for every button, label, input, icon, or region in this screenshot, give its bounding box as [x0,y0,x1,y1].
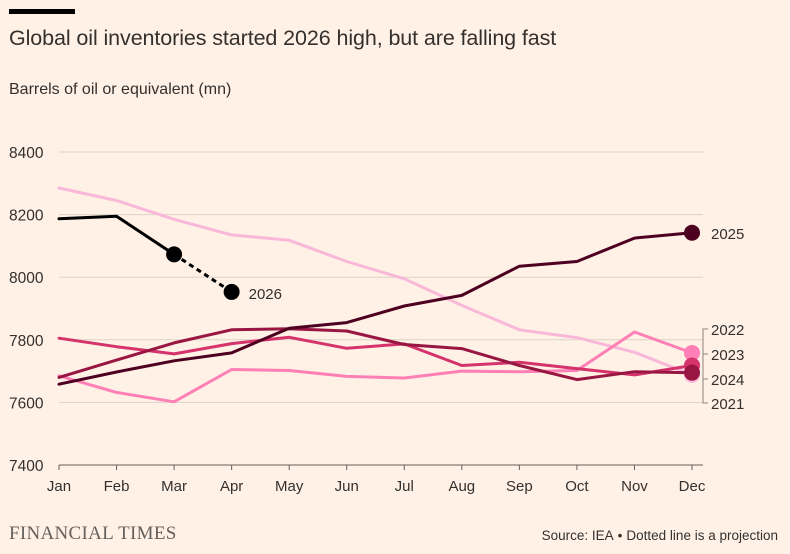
x-tick-label: Dec [679,478,706,495]
x-axis: Jan Feb Mar Apr May Jun Jul Aug Sep Oct Nov Dec [47,464,706,495]
series-2026-label: 2026 [249,286,282,303]
series-2026-projection-line [173,253,233,294]
chart-subtitle: Barrels of oil or equivalent (mn) [9,81,232,98]
x-tick-label: Jun [335,478,359,495]
chart-markers [166,224,700,383]
series-2026-marker [166,246,183,263]
x-tick-label: Feb [104,478,130,495]
source-text: Source: IEA [541,528,614,543]
series-2021-line [57,186,694,377]
series-2025-label: 2025 [711,226,744,243]
y-tick-label: 8200 [9,208,44,225]
y-tick-label: 7800 [9,333,44,350]
series-2021-label: 2021 [711,396,744,413]
x-tick-label: Jan [47,478,71,495]
series-2026-line [57,214,176,256]
series-2024-label: 2024 [711,372,744,389]
y-tick-label: 8000 [9,270,44,287]
y-tick-label: 7400 [9,458,44,475]
x-tick-label: Apr [220,478,243,495]
x-tick-label: Sep [506,478,533,495]
series-2023-label: 2023 [711,347,744,364]
series-2025-end-marker [684,224,700,241]
y-tick-label: 8400 [9,145,44,162]
chart-title: Global oil inventories started 2026 high… [9,26,557,50]
series-2022-label: 2022 [711,322,744,339]
y-axis-tick-labels: 7400 7600 7800 8000 8200 8400 [9,145,44,475]
series-2024-end-marker [684,364,700,381]
label-bracket [702,328,707,404]
x-tick-label: May [275,478,304,495]
series-labels: 2026 2025 2022 2023 2024 2021 [249,226,745,413]
separator-dot: • [617,528,623,543]
x-tick-label: Nov [621,478,648,495]
series-2022-end-marker [684,344,700,361]
source-note: Source: IEA • Dotted line is a projection [542,528,778,543]
x-tick-label: Aug [448,478,475,495]
series-2024-line [57,327,694,382]
y-tick-label: 7600 [9,395,44,412]
header-rule [9,9,75,14]
x-tick-label: Mar [161,478,187,495]
projection-note: Dotted line is a projection [626,528,778,543]
ft-logo: FINANCIAL TIMES [9,523,177,544]
series-2025-line [57,231,694,386]
chart-series [57,186,694,404]
x-tick-label: Oct [565,478,589,495]
series-2023-line [57,335,694,377]
series-2026-marker [223,283,240,300]
x-tick-label: Jul [395,478,414,495]
series-2022-line [57,330,694,404]
